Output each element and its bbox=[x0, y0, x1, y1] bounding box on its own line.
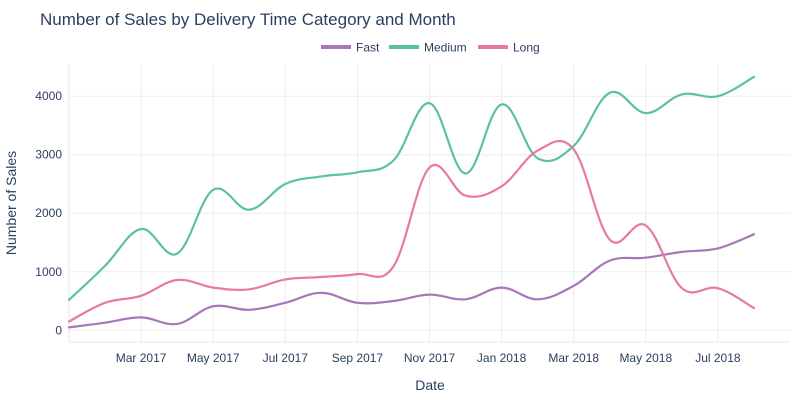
x-tick-label: Jul 2018 bbox=[695, 351, 741, 365]
legend-label-fast: Fast bbox=[356, 41, 380, 55]
gridlines bbox=[68, 64, 790, 343]
series-line-fast bbox=[67, 233, 756, 329]
y-axis-ticks: 0 1000 2000 3000 4000 bbox=[35, 89, 62, 337]
x-tick-label: May 2018 bbox=[619, 351, 672, 365]
x-tick-label: Sep 2017 bbox=[332, 351, 384, 365]
legend: Fast Medium Long bbox=[321, 41, 540, 55]
legend-label-long: Long bbox=[513, 41, 540, 55]
x-tick-label: Jul 2017 bbox=[263, 351, 309, 365]
y-tick-label: 4000 bbox=[35, 89, 62, 103]
series-line-long bbox=[67, 139, 756, 323]
x-tick-label: May 2017 bbox=[187, 351, 240, 365]
x-tick-label: Nov 2017 bbox=[404, 351, 456, 365]
y-axis-title: Number of Sales bbox=[3, 151, 19, 255]
y-tick-label: 0 bbox=[55, 323, 62, 337]
x-tick-label: Mar 2017 bbox=[116, 351, 167, 365]
chart-title: Number of Sales by Delivery Time Categor… bbox=[40, 10, 456, 29]
y-tick-label: 2000 bbox=[35, 206, 62, 220]
x-tick-label: Mar 2018 bbox=[548, 351, 599, 365]
x-axis-ticks: Mar 2017 May 2017 Jul 2017 Sep 2017 Nov 2017… bbox=[116, 351, 741, 365]
x-tick-label: Jan 2018 bbox=[477, 351, 527, 365]
series-lines bbox=[67, 75, 756, 329]
series-line-medium bbox=[67, 75, 756, 301]
y-tick-label: 3000 bbox=[35, 148, 62, 162]
legend-label-medium: Medium bbox=[424, 41, 467, 55]
y-tick-label: 1000 bbox=[35, 265, 62, 279]
x-axis-title: Date bbox=[415, 377, 445, 393]
